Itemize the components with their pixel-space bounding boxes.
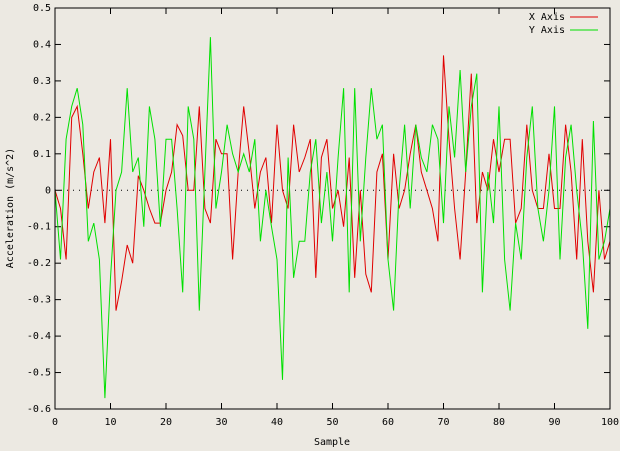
y-tick-label: 0.2 bbox=[33, 112, 51, 123]
x-tick-label: 0 bbox=[52, 417, 58, 428]
plot-frame bbox=[54, 7, 611, 410]
x-tick-label: 20 bbox=[160, 417, 172, 428]
x-tick-label: 80 bbox=[493, 417, 505, 428]
x-tick-label: 40 bbox=[271, 417, 283, 428]
y-tick-label: -0.2 bbox=[27, 258, 51, 269]
y-axis-label: Acceleration (m/s^2) bbox=[5, 148, 16, 268]
y-tick-label: 0.4 bbox=[33, 39, 51, 50]
y-tick-label: -0.6 bbox=[27, 404, 51, 415]
y-tick-label: 0 bbox=[45, 185, 51, 196]
x-tick-label: 100 bbox=[601, 417, 619, 428]
y-tick-label: -0.5 bbox=[27, 368, 51, 379]
series-line bbox=[54, 37, 611, 399]
y-tick-label: 0.3 bbox=[33, 76, 51, 87]
legend-label: Y Axis bbox=[529, 25, 565, 36]
x-axis-label: Sample bbox=[314, 437, 350, 448]
y-tick-label: -0.3 bbox=[27, 295, 51, 306]
y-tick-label: -0.4 bbox=[27, 331, 51, 342]
y-tick-label: -0.1 bbox=[27, 222, 51, 233]
x-tick-label: 50 bbox=[326, 417, 338, 428]
x-tick-label: 70 bbox=[437, 417, 449, 428]
x-tick-label: 90 bbox=[548, 417, 560, 428]
x-tick-label: 10 bbox=[104, 417, 116, 428]
x-tick-label: 60 bbox=[382, 417, 394, 428]
series-line bbox=[54, 55, 611, 311]
y-tick-label: 0.5 bbox=[33, 3, 51, 14]
y-tick-label: 0.1 bbox=[33, 149, 51, 160]
legend-label: X Axis bbox=[529, 12, 565, 23]
x-tick-label: 30 bbox=[215, 417, 227, 428]
